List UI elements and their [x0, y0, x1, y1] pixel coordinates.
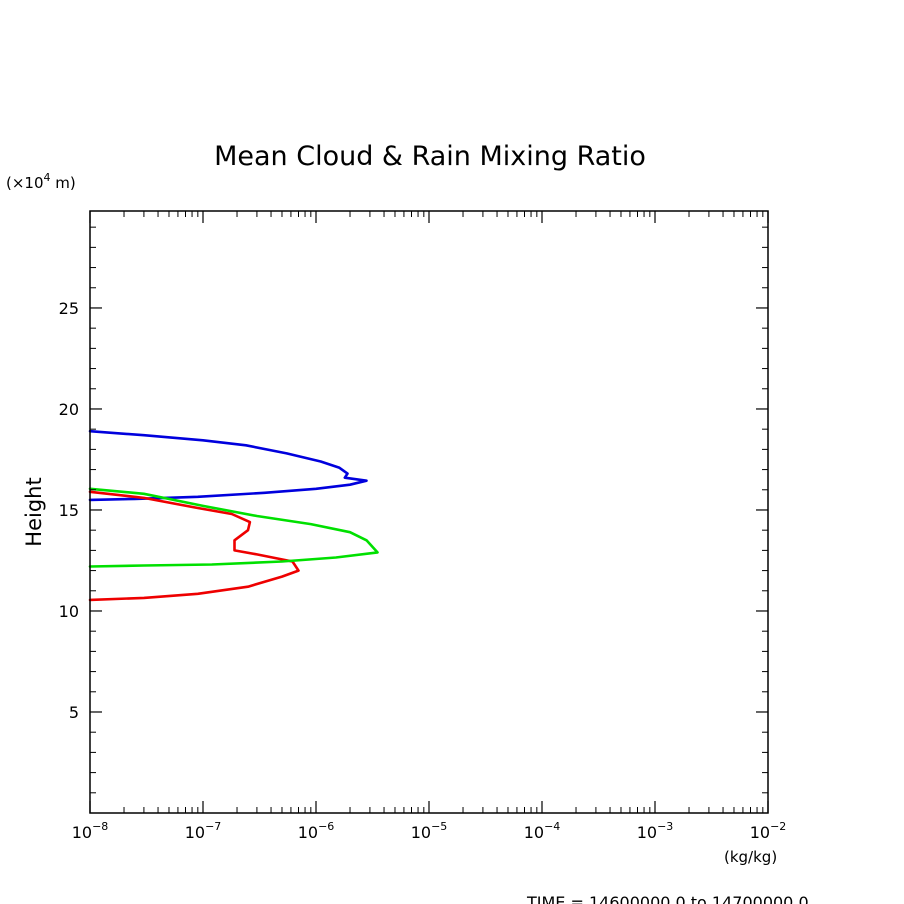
x-tick-label: 10−7	[185, 820, 222, 842]
chart-title: Mean Cloud & Rain Mixing Ratio	[214, 141, 646, 172]
series-line-1	[88, 429, 368, 502]
y-axis-label: Height	[22, 477, 46, 546]
x-tick-label: 10−2	[750, 820, 787, 842]
plot-frame	[89, 210, 769, 814]
y-tick-label: 5	[69, 703, 79, 722]
x-unit-label: (kg/kg)	[724, 848, 777, 866]
series-line-3	[88, 487, 379, 568]
series-layer	[88, 429, 379, 602]
y-tick-label: 15	[59, 501, 79, 520]
y-tick-label: 20	[59, 400, 79, 419]
x-tick-label: 10−6	[298, 820, 335, 842]
footer-time-label: TIME = 14600000.0 to 14700000.0	[526, 893, 809, 904]
x-tick-label: 10−4	[524, 820, 561, 842]
axes-layer: 10−8 10−7 10−6 10−5 10−4 10−3 10−2 5 10 15 20 25	[59, 211, 787, 842]
x-tick-label: 10−5	[411, 820, 448, 842]
y-tick-label: 25	[59, 299, 79, 318]
y-tick-label: 10	[59, 602, 79, 621]
x-tick-label: 10−3	[637, 820, 674, 842]
y-unit-label: (×104 m)	[6, 171, 76, 192]
series-line-2	[88, 490, 300, 602]
x-tick-label: 10−8	[72, 820, 109, 842]
